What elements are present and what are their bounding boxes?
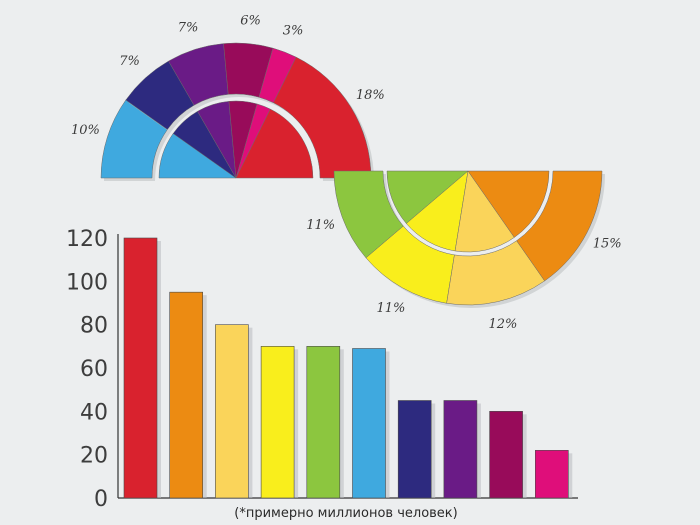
arc-percent-label: 11%: [306, 218, 335, 233]
arc-percent-label: 7%: [119, 54, 140, 69]
bar: [489, 411, 523, 499]
bar: [397, 400, 432, 499]
fan-wedge: [454, 170, 515, 253]
bar: [534, 450, 569, 499]
bar: [306, 346, 341, 499]
bar: [215, 324, 249, 499]
upper-arc-chart: 10% 7% 7% 6% 3% 18%: [71, 14, 385, 181]
arc-percent-label: 18%: [356, 88, 385, 103]
bar: [443, 400, 478, 499]
bar: [352, 348, 386, 499]
y-tick-label: 20: [80, 444, 108, 469]
fan-wedge: [467, 170, 550, 238]
bar: [260, 346, 295, 499]
y-tick-label: 100: [66, 270, 108, 295]
y-tick-label: 120: [66, 227, 108, 252]
arc-percent-label: 6%: [240, 14, 261, 29]
y-tick-label: 0: [94, 487, 108, 512]
bar: [169, 291, 203, 499]
bar-chart: 0 20 40 60 80 100 120 (*примерно миллионов чел…: [66, 227, 578, 521]
arc-percent-label: 3%: [283, 24, 304, 39]
lower-arc-chart: 11% 11% 12% 15%: [306, 170, 622, 332]
x-axis-note: (*примерно миллионов человек): [234, 506, 457, 521]
y-tick-label: 40: [80, 400, 108, 425]
arc-percent-label: 11%: [377, 301, 406, 316]
arc-segment: [516, 170, 603, 282]
y-tick-label: 80: [80, 314, 108, 339]
fan-wedge: [235, 108, 314, 179]
arc-percent-label: 7%: [178, 20, 199, 35]
y-tick-label: 60: [80, 357, 108, 382]
arc-percent-label: 12%: [488, 317, 517, 332]
arc-percent-label: 10%: [71, 123, 100, 138]
arc-percent-label: 15%: [593, 237, 622, 252]
bar: [123, 237, 158, 499]
